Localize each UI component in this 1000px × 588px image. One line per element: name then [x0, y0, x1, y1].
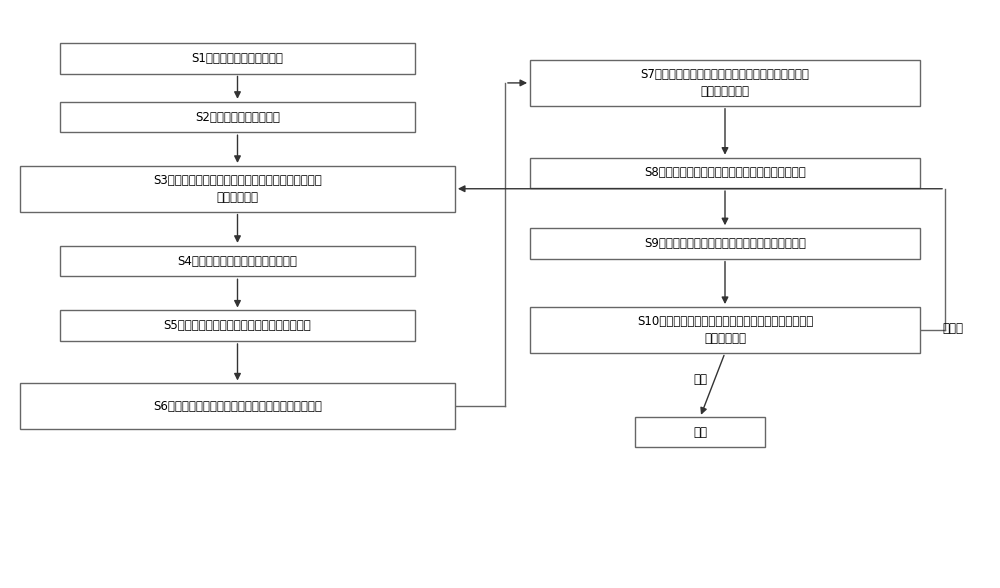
Text: S8、根据能量守恒原则换算出构件的最大设计位移: S8、根据能量守恒原则换算出构件的最大设计位移: [644, 166, 806, 179]
Text: S3、设计工程结构中的各个构件和基础要素，设定非
线性特性参数: S3、设计工程结构中的各个构件和基础要素，设定非 线性特性参数: [153, 173, 322, 204]
FancyBboxPatch shape: [60, 310, 415, 341]
FancyBboxPatch shape: [530, 228, 920, 259]
Text: S5、模拟地震波，展现各构件之间的动态联系: S5、模拟地震波，展现各构件之间的动态联系: [164, 319, 311, 332]
FancyBboxPatch shape: [60, 43, 415, 74]
FancyBboxPatch shape: [530, 60, 920, 106]
Text: S2、设定地震动模拟参数: S2、设定地震动模拟参数: [195, 111, 280, 123]
FancyBboxPatch shape: [20, 166, 455, 212]
FancyBboxPatch shape: [530, 307, 920, 353]
FancyBboxPatch shape: [635, 417, 765, 447]
Text: S1、设定表层土场地基条件: S1、设定表层土场地基条件: [192, 52, 283, 65]
Text: S7、确定工程结构整体的屈服强度、等价固有周期和
延性性能等参数: S7、确定工程结构整体的屈服强度、等价固有周期和 延性性能等参数: [641, 68, 809, 98]
FancyBboxPatch shape: [60, 102, 415, 132]
Text: 合格: 合格: [693, 373, 707, 386]
FancyBboxPatch shape: [60, 246, 415, 276]
Text: S6、通过抗推倒解析计算出各个构件的断面力和变形: S6、通过抗推倒解析计算出各个构件的断面力和变形: [153, 400, 322, 413]
Text: 不合格: 不合格: [942, 322, 964, 335]
FancyBboxPatch shape: [530, 158, 920, 188]
Text: S10、进行抗震性能校核，包括构件损伤校核和下部构
件安定性校核: S10、进行抗震性能校核，包括构件损伤校核和下部构 件安定性校核: [637, 315, 813, 345]
Text: S4、生成结构一体化的工程结构模型: S4、生成结构一体化的工程结构模型: [178, 255, 297, 268]
Text: S9、对构件断面力进行校验，包括弯矩和剪切力等: S9、对构件断面力进行校验，包括弯矩和剪切力等: [644, 237, 806, 250]
FancyBboxPatch shape: [20, 383, 455, 429]
Text: 结束: 结束: [693, 426, 707, 439]
